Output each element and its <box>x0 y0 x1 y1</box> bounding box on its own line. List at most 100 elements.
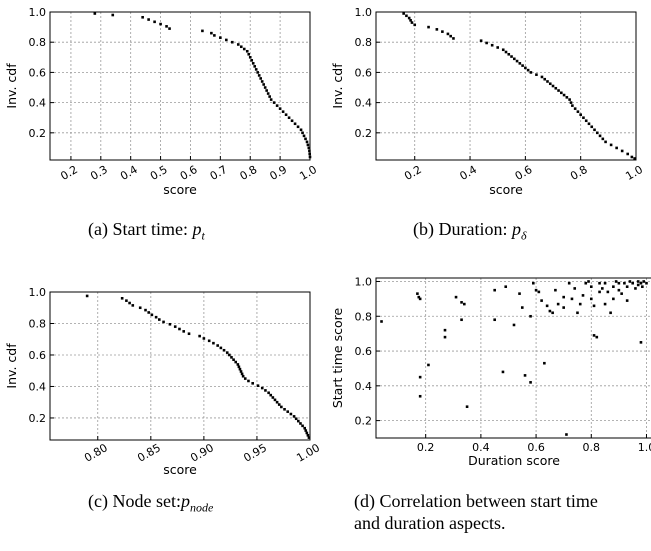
data-point <box>307 436 311 439</box>
data-point <box>625 299 629 302</box>
data-point <box>198 334 201 338</box>
caption-a: (a) Start time: pt <box>88 218 205 247</box>
caption-d: (d) Correlation between start time and d… <box>354 490 644 534</box>
data-point <box>435 28 439 31</box>
data-point <box>537 290 541 294</box>
data-point <box>201 29 204 33</box>
y-tick-label: 0.4 <box>29 97 47 110</box>
data-point <box>242 47 246 51</box>
data-point <box>582 116 585 120</box>
data-point <box>286 410 290 413</box>
data-point <box>409 19 412 22</box>
data-point <box>562 93 566 97</box>
y-tick-label: 1.0 <box>29 286 47 299</box>
data-point <box>614 280 618 283</box>
data-point <box>606 290 610 294</box>
data-point <box>526 68 530 72</box>
data-point <box>633 157 636 160</box>
y-tick-label: 0.6 <box>29 349 47 362</box>
x-tick-label: 0.3 <box>88 163 110 183</box>
data-point <box>512 323 516 327</box>
data-point <box>251 382 254 385</box>
data-point <box>297 419 300 423</box>
data-point <box>304 429 308 432</box>
data-point <box>271 396 275 399</box>
data-point <box>131 304 135 307</box>
x-tick-label: 0.80 <box>82 441 110 465</box>
caption-b-math: p <box>511 219 521 239</box>
data-point <box>427 363 430 367</box>
data-point <box>262 83 265 86</box>
data-point <box>275 400 279 404</box>
data-point <box>595 131 599 135</box>
data-point <box>303 426 306 430</box>
data-point <box>520 306 524 309</box>
data-point <box>85 294 89 298</box>
data-point <box>257 74 261 77</box>
data-point <box>290 119 294 123</box>
y-tick-label: 0.8 <box>355 310 373 323</box>
data-point <box>253 65 257 68</box>
x-axis-label: score <box>489 182 523 197</box>
data-point <box>515 59 519 63</box>
x-tick-label: 0.4 <box>472 441 490 454</box>
y-axis-label: Inv. cdf <box>330 63 345 109</box>
data-point <box>634 287 637 290</box>
data-point <box>266 92 270 95</box>
data-point <box>280 405 283 409</box>
data-point <box>587 122 591 126</box>
data-point <box>523 374 527 377</box>
data-point <box>418 375 422 379</box>
x-tick-label: 0.7 <box>208 163 230 183</box>
data-point <box>144 308 147 312</box>
y-tick-label: 0.4 <box>29 380 47 393</box>
data-point <box>147 311 150 314</box>
data-point <box>460 301 463 304</box>
data-point <box>308 155 312 159</box>
data-point <box>609 311 612 315</box>
x-axis-label: score <box>163 182 197 197</box>
data-point <box>277 403 281 406</box>
caption-b-prefix: (b) Duration: <box>413 219 512 239</box>
data-point <box>501 48 505 52</box>
data-point <box>603 302 607 306</box>
data-point <box>573 107 577 110</box>
data-point <box>589 297 593 301</box>
data-point <box>232 358 235 362</box>
data-point <box>454 295 458 299</box>
caption-c-math: p <box>180 491 190 511</box>
x-tick-label: 0.6 <box>527 441 545 454</box>
data-point <box>584 281 588 285</box>
y-tick-label: 0.8 <box>29 36 47 49</box>
data-point <box>612 297 615 301</box>
data-point <box>626 152 630 156</box>
data-point <box>460 318 463 322</box>
x-tick-label: 0.2 <box>58 163 80 183</box>
x-tick-label: 0.2 <box>417 441 435 454</box>
plot-frame <box>49 291 311 441</box>
data-point <box>441 30 444 33</box>
data-point <box>639 281 643 285</box>
data-point <box>305 431 309 435</box>
data-point <box>418 297 422 301</box>
data-point <box>590 125 594 129</box>
data-point <box>269 393 273 397</box>
data-point <box>504 285 508 288</box>
data-point <box>630 155 634 159</box>
data-point <box>306 143 310 147</box>
y-tick-label: 0.4 <box>355 97 373 110</box>
data-point <box>576 311 579 315</box>
data-point <box>413 23 417 27</box>
data-point <box>452 37 455 40</box>
caption-b: (b) Duration: pδ <box>413 218 527 247</box>
data-point <box>228 353 231 357</box>
data-point <box>584 119 588 123</box>
x-tick-label: 0.6 <box>513 163 535 183</box>
y-tick-label: 0.2 <box>355 127 373 140</box>
data-point <box>490 43 494 47</box>
caption-c-sub: node <box>189 500 214 515</box>
data-point <box>219 36 222 39</box>
chart-c: 0.80 0.85 0.90 0.95 1.000.20.40.60.81.0score… <box>4 286 322 477</box>
data-point <box>567 281 571 285</box>
y-axis-label: Inv. cdf <box>4 63 19 109</box>
